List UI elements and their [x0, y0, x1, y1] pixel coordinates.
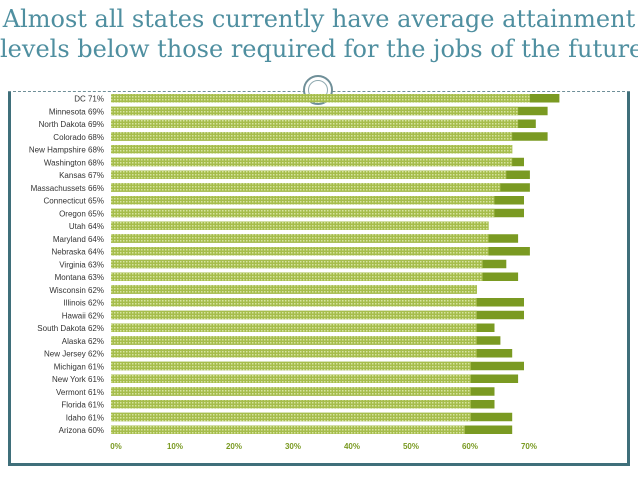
category-label: Minnesota 69% [49, 107, 104, 116]
category-label: Nebraska 64% [52, 248, 104, 257]
bar-current-minnesota [111, 106, 519, 116]
bar-current-michigan [111, 361, 471, 371]
bar-current-massachussets [111, 183, 501, 192]
category-label: Virginia 63% [59, 260, 104, 269]
bar-current-south-dakota [111, 323, 477, 332]
bar-current-wisconsin [111, 285, 477, 294]
bar-current-alaska [111, 336, 477, 345]
category-label: Florida 61% [61, 401, 104, 410]
bar-current-arizona [111, 425, 465, 434]
category-label: Hawaii 62% [62, 311, 104, 320]
x-tick-label: 30% [285, 442, 301, 451]
bar-current-kansas [111, 170, 507, 179]
category-label: Illinois 62% [64, 299, 104, 308]
bar-current-illinois [111, 298, 477, 307]
x-tick-label: 0% [110, 442, 122, 451]
x-tick-label: 70% [521, 442, 537, 451]
category-label: Washington 68% [44, 158, 104, 167]
category-label: Alaska 62% [62, 337, 104, 346]
x-tick-label: 20% [226, 442, 242, 451]
category-label: New York 61% [52, 375, 104, 384]
bar-current-idaho [111, 412, 471, 422]
bar-current-hawaii [111, 310, 477, 320]
category-label: New Hampshire 68% [29, 146, 104, 155]
slide-title: Almost all states currently have average… [0, 4, 638, 64]
category-label: South Dakota 62% [37, 324, 104, 333]
category-label: DC 71% [74, 95, 104, 104]
category-label: Massachussets 66% [31, 184, 104, 193]
category-label: Wisconsin 62% [49, 286, 104, 295]
bar-current-montana [111, 272, 483, 281]
chart-frame [8, 91, 630, 466]
bar-current-nebraska [111, 247, 489, 256]
bar-current-florida [111, 400, 471, 409]
category-label: Colorado 68% [53, 133, 104, 142]
category-label: Connecticut 65% [44, 197, 104, 206]
category-label: Idaho 61% [66, 413, 104, 422]
bar-current-utah [111, 221, 489, 230]
category-label: North Dakota 69% [39, 120, 104, 129]
category-label: New Jersey 62% [44, 350, 104, 359]
slide-title-line-1: Almost all states currently have average… [2, 5, 636, 33]
category-label: Oregon 65% [59, 209, 104, 218]
bar-current-new-hampshire [111, 145, 513, 154]
category-label: Kansas 67% [59, 171, 104, 180]
bar-current-colorado [111, 132, 513, 141]
bar-current-maryland [111, 234, 489, 243]
bar-current-washington [111, 157, 513, 167]
bar-current-north-dakota [111, 119, 519, 128]
bar-current-new-york [111, 374, 471, 383]
bar-current-new-jersey [111, 349, 477, 358]
x-tick-label: 60% [462, 442, 478, 451]
category-label: Montana 63% [55, 273, 104, 282]
bar-current-dc [111, 94, 530, 103]
category-label: Vermont 61% [56, 388, 104, 397]
bar-current-oregon [111, 208, 495, 218]
category-label: Utah 64% [69, 222, 104, 231]
bar-current-virginia [111, 259, 483, 269]
slide-title-line-2: levels below those required for the jobs… [0, 35, 638, 63]
x-tick-label: 40% [344, 442, 360, 451]
bar-current-connecticut [111, 196, 495, 205]
bar-current-vermont [111, 387, 471, 396]
category-label: Maryland 64% [53, 235, 104, 244]
category-label: Arizona 60% [59, 426, 104, 435]
x-tick-label: 10% [167, 442, 183, 451]
category-label: Michigan 61% [54, 362, 104, 371]
x-tick-label: 50% [403, 442, 419, 451]
